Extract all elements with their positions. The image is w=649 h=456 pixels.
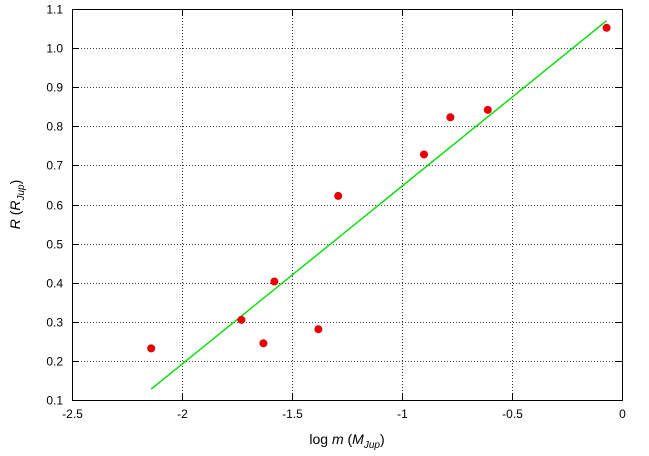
series [147, 20, 611, 390]
data-point [420, 150, 428, 159]
x-axis-label-close: ) [380, 431, 385, 447]
y-tick-label: 1.0 [46, 42, 63, 56]
data-point [314, 325, 323, 334]
y-axis-label: R (RJup) [7, 180, 27, 230]
x-axis-label: log m (MJup) [309, 431, 384, 451]
x-tick-label: -0.5 [502, 407, 523, 421]
y-axis-label-variable: R [7, 219, 23, 229]
x-tick-label: -1.5 [282, 407, 303, 421]
y-axis-label-close: ) [7, 180, 23, 185]
y-tick-label: 0.7 [46, 159, 63, 173]
y-axis-label-open: ( [7, 210, 23, 219]
y-axis-label-unit-subscript: Jup [16, 184, 27, 202]
data-point [446, 113, 455, 122]
y-axis-label-unit: R [7, 200, 23, 210]
x-axis-label-unit-subscript: Jup [363, 440, 381, 451]
y-tick-label: 1.1 [46, 3, 63, 17]
y-tick-label: 0.4 [46, 277, 63, 291]
data-point [270, 277, 279, 286]
y-tick-label: 0.6 [46, 199, 63, 213]
x-tick-label: -2.5 [62, 407, 83, 421]
x-axis-label-unit: M [352, 431, 364, 447]
x-axis-label-prefix: log [309, 431, 332, 447]
x-axis-label-variable: m [332, 431, 344, 447]
data-point [259, 339, 268, 348]
y-tick-label: 0.9 [46, 81, 63, 95]
data-point [483, 105, 492, 114]
y-tick-label: 0.5 [46, 238, 63, 252]
x-tick-label: 0 [619, 407, 626, 421]
plot-frame [72, 9, 623, 401]
y-tick-label: 0.1 [46, 394, 63, 408]
data-point [147, 344, 156, 353]
data-point [602, 23, 611, 32]
x-tick-label: -1 [397, 407, 408, 421]
y-tick-label: 0.8 [46, 120, 63, 134]
data-point [237, 315, 246, 324]
x-axis-label-open: ( [344, 431, 353, 447]
ticks: -2.5 -2 -1.5 -1 -0.5 0 0.1 0.2 0.3 0.4 0.5 0.6 0.7 0.… [46, 3, 626, 422]
y-tick-label: 0.3 [46, 316, 63, 330]
y-tick-label: 0.2 [46, 355, 63, 369]
grid [72, 9, 622, 400]
data-point [334, 191, 343, 200]
fit-line [150, 20, 608, 390]
x-tick-label: -2 [177, 407, 188, 421]
